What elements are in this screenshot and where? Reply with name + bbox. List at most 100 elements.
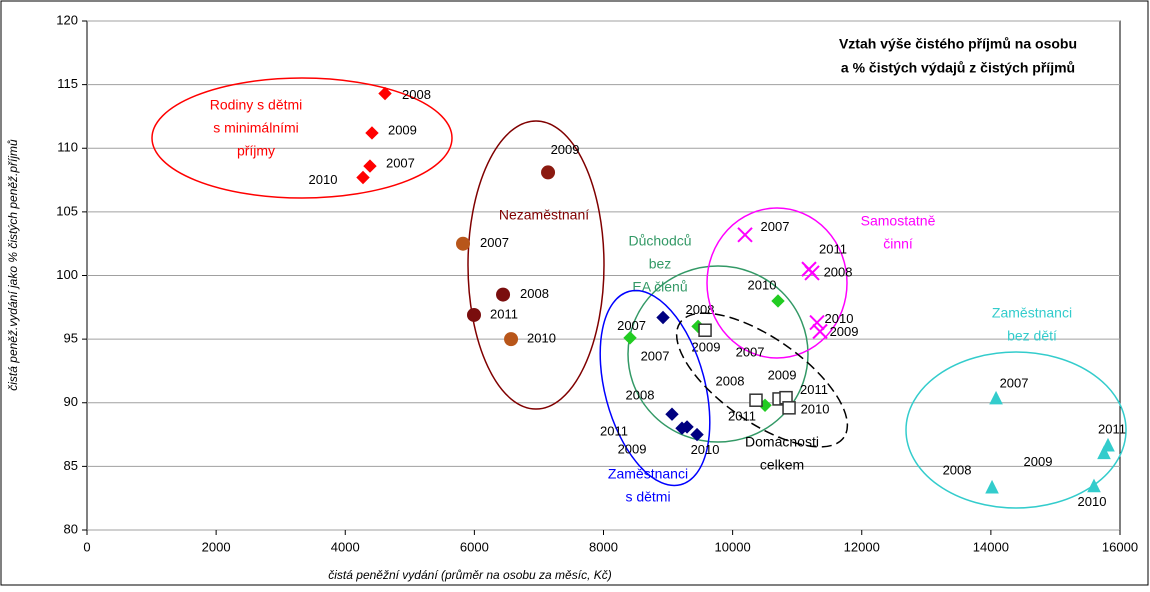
- point-label: 2009: [551, 142, 580, 157]
- y-tick-label: 85: [64, 458, 78, 473]
- series-group: Zaměstnanci s dětmi: [599, 289, 711, 505]
- x-tick-label: 2000: [202, 539, 231, 554]
- point: [771, 294, 785, 308]
- x-tick-label: 8000: [589, 539, 618, 554]
- group-name: Zaměstnanci: [608, 466, 688, 482]
- point: [378, 86, 392, 101]
- point-label: 2010: [801, 401, 830, 416]
- point-label: 2007: [617, 318, 646, 333]
- point: [989, 390, 1003, 405]
- point: [782, 401, 796, 415]
- point-label: 2009: [388, 122, 417, 137]
- chart-title: Vztah výše čistého příjmů na osobu: [839, 36, 1077, 52]
- group-ellipse: [627, 265, 809, 443]
- point: [365, 126, 379, 140]
- point: [809, 314, 825, 331]
- y-tick-label: 120: [56, 12, 78, 27]
- point: [623, 331, 637, 345]
- point-label: 2011: [819, 242, 847, 257]
- group-name: činní: [883, 236, 913, 252]
- point-label: 2009: [830, 324, 859, 339]
- group-ellipse: [706, 207, 848, 359]
- group-name: příjmy: [237, 143, 275, 159]
- point: [665, 407, 679, 421]
- group-ellipse: [599, 289, 711, 487]
- point: [496, 287, 511, 302]
- group-name: celkem: [760, 457, 804, 473]
- group-ellipse: [905, 351, 1127, 509]
- point: [356, 170, 370, 185]
- point-label: 2009: [1024, 454, 1053, 469]
- point-label: 2008: [626, 388, 655, 403]
- point-label: 2010: [691, 442, 720, 457]
- point: [680, 420, 694, 434]
- series-group: Nezaměstnaní: [467, 120, 605, 410]
- point-label: 2007: [480, 235, 509, 250]
- group-name: s dětmi: [625, 489, 670, 505]
- group-name: Domácnosti: [745, 434, 819, 450]
- point: [737, 227, 753, 243]
- point: [504, 332, 519, 347]
- x-tick-label: 0: [83, 539, 90, 554]
- group-ellipse: [467, 120, 605, 410]
- point-label: 2010: [1078, 494, 1107, 509]
- y-tick-label: 90: [64, 394, 78, 409]
- point: [541, 165, 556, 180]
- point-label: 2008: [520, 286, 549, 301]
- group-name: Rodiny s dětmi: [210, 97, 303, 113]
- x-tick-label: 4000: [331, 539, 360, 554]
- y-tick-label: 115: [57, 76, 78, 91]
- y-tick-label: 110: [57, 140, 78, 155]
- point: [804, 265, 820, 281]
- point-label: 2007: [386, 156, 415, 171]
- point-label: 2011: [800, 382, 828, 397]
- group-name: Nezaměstnaní: [499, 207, 589, 223]
- y-axis-label: čistá peněž.vydání jako % čistých peněž.…: [6, 139, 20, 391]
- point-label: 2007: [1000, 375, 1029, 390]
- y-tick-label: 80: [64, 521, 78, 536]
- point-label: 2010: [309, 172, 338, 187]
- group-name: s minimálními: [213, 120, 299, 136]
- point-label: 2011: [600, 424, 628, 439]
- point-label: 2011: [728, 409, 756, 424]
- y-tick-label: 105: [56, 203, 78, 218]
- point: [749, 393, 763, 407]
- x-tick-label: 10000: [715, 539, 751, 554]
- group-name: bez: [649, 256, 672, 272]
- x-tick-label: 12000: [844, 539, 880, 554]
- point-label: 2009: [692, 340, 721, 355]
- point-label: 2007: [736, 345, 765, 360]
- group-name: bez dětí: [1007, 328, 1057, 344]
- point: [1087, 478, 1101, 493]
- point: [698, 323, 712, 337]
- point-label: 2008: [824, 264, 853, 279]
- series-group: Důchodců bez EA členů: [627, 233, 809, 443]
- group-name: Zaměstnanci: [992, 305, 1072, 321]
- x-tick-label: 14000: [973, 539, 1009, 554]
- point: [985, 479, 999, 494]
- point-label: 2011: [490, 306, 518, 321]
- point: [812, 323, 828, 340]
- point: [466, 307, 481, 322]
- point-label: 2010: [527, 331, 556, 346]
- point-label: 2011: [1098, 421, 1126, 436]
- x-tick-label: 16000: [1102, 539, 1138, 554]
- group-ellipse: [151, 77, 453, 199]
- point-label: 2008: [402, 87, 431, 102]
- point: [456, 236, 471, 251]
- point: [690, 427, 704, 442]
- point-label: 2009: [618, 441, 647, 456]
- series-group: Zaměstnanci bez dětí: [905, 305, 1127, 509]
- point: [656, 310, 670, 325]
- point-label: 2008: [943, 462, 972, 477]
- point: [1097, 445, 1111, 460]
- series-group: Samostatně činní: [706, 207, 936, 359]
- group-name: Samostatně: [861, 213, 936, 229]
- y-tick-label: 100: [56, 267, 78, 282]
- point-label: 2010: [748, 277, 777, 292]
- group-name: Důchodců: [628, 233, 691, 249]
- chart-title: a % čistých výdajů z čistých příjmů: [841, 60, 1075, 76]
- point-label: 2007: [641, 348, 670, 363]
- point-label: 2010: [825, 311, 854, 326]
